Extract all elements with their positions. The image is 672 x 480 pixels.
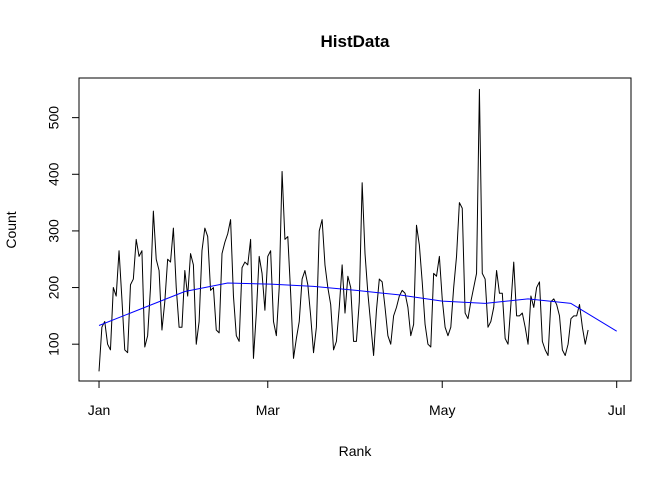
chart-title: HistData	[321, 32, 391, 51]
y-tick-label: 400	[46, 162, 62, 186]
y-axis-label: Count	[3, 211, 19, 248]
x-axis-label: Rank	[339, 443, 373, 459]
x-tick-label: Jan	[88, 402, 111, 418]
y-axis: 100 200 300 400 500	[46, 106, 80, 356]
y-tick-label: 500	[46, 106, 62, 130]
plot-area	[98, 88, 617, 372]
y-tick-label: 100	[46, 332, 62, 356]
x-tick-label: Jul	[608, 402, 626, 418]
x-tick-label: Mar	[256, 402, 280, 418]
y-tick-label: 200	[46, 276, 62, 300]
count-series-line	[98, 88, 589, 372]
x-axis: Jan Mar May Jul	[88, 380, 626, 418]
y-tick-label: 300	[46, 219, 62, 243]
plot-frame	[78, 77, 632, 382]
smooth-trend-line	[98, 282, 617, 332]
x-tick-label: May	[429, 402, 455, 418]
